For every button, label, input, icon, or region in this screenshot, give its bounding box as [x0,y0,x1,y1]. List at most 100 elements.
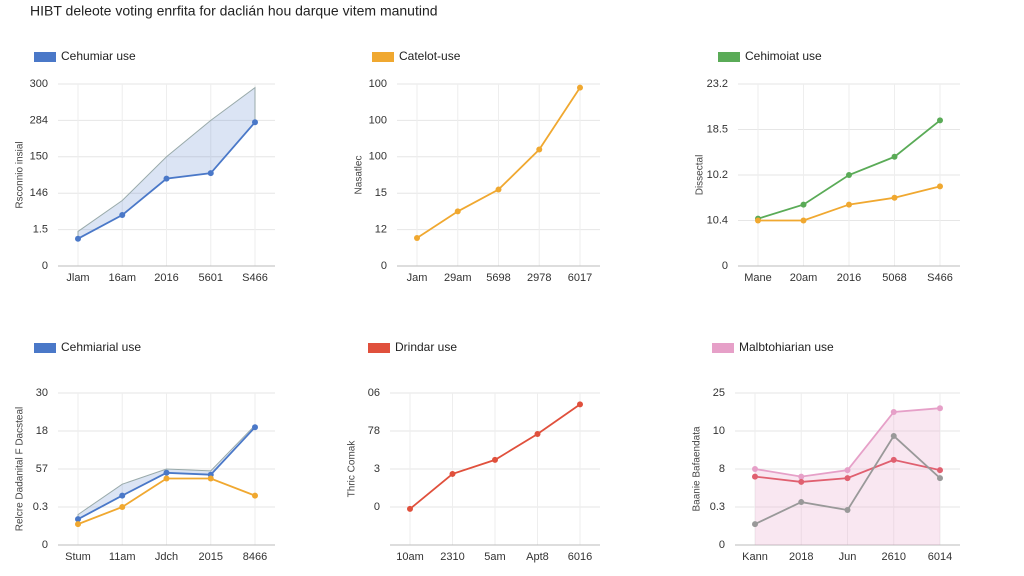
point [75,516,81,523]
point [800,201,807,208]
x-tick-label: 5am [484,551,505,563]
x-tick-label: 2310 [440,551,464,563]
y-tick-label: 0.3 [710,501,725,513]
point [755,217,761,224]
point [844,475,851,482]
point [252,424,258,431]
point [752,466,758,472]
y-tick-label: 100 [369,114,387,126]
x-tick-label: Stum [65,551,91,563]
x-tick-label: 11am [109,551,136,563]
point [800,217,807,224]
y-axis-label: Rsconnio insial [15,141,26,208]
x-tick-label: 20am [790,272,818,284]
point [844,507,851,514]
x-tick-label: Jdch [155,551,178,563]
y-tick-label: 146 [30,187,48,199]
x-tick-label: 2016 [154,272,178,284]
point [937,475,943,482]
legend-swatch [34,52,56,62]
point [577,401,583,408]
x-tick-label: 5601 [199,272,223,284]
point [119,492,126,499]
point [449,470,456,477]
point [75,235,81,242]
x-tick-label: 2018 [789,551,813,563]
point [252,492,258,499]
point [798,478,805,485]
y-tick-label: 30 [36,387,48,399]
point [798,473,805,480]
x-tick-label: Jam [407,272,428,284]
x-tick-label: 5698 [486,272,510,284]
point [752,521,758,528]
y-tick-label: 300 [30,78,48,90]
point [414,234,420,241]
y-tick-label: 25 [713,387,725,399]
y-tick-label: 8 [719,463,725,475]
x-tick-label: 2016 [837,272,861,284]
point [937,405,943,412]
y-tick-label: 3 [374,463,380,475]
point [937,183,943,190]
x-tick-label: 2015 [199,551,223,563]
point [890,409,897,415]
legend-swatch [718,52,740,62]
y-tick-label: 10.2 [707,169,728,181]
y-axis-label: Relcre Dadanital F Dacsteal [15,407,26,532]
y-tick-label: 0 [719,539,725,551]
x-tick-label: Mane [744,272,772,284]
point [846,172,852,178]
y-tick-label: 15 [375,187,387,199]
x-tick-label: 16am [108,272,136,284]
point [75,521,81,528]
y-tick-label: 284 [30,114,48,126]
point [844,467,851,474]
x-tick-label: S466 [242,272,268,284]
point [495,186,502,193]
x-tick-label: 6016 [568,551,592,563]
point [846,201,852,208]
point [798,499,805,506]
point [891,153,898,160]
legend-label: Cehimoiat use [745,49,822,63]
point [207,475,214,482]
legend-swatch [372,52,394,62]
point [577,84,583,91]
legend-swatch [712,343,734,353]
point [937,467,943,474]
point [891,194,898,201]
y-axis-label: Dissectal [695,155,706,196]
x-tick-label: 29am [444,272,472,284]
y-axis-label: Nasatlec [354,156,365,195]
legend-label: Cehumiar use [61,49,136,63]
y-tick-label: 0 [42,260,48,272]
point [407,505,413,512]
point [752,473,758,480]
point [163,469,170,476]
y-tick-label: 18.5 [707,123,728,135]
y-tick-label: 1.5 [33,224,48,236]
y-tick-label: 0 [381,260,387,272]
point [890,432,897,439]
point [207,170,214,177]
point [119,212,126,219]
x-tick-label: S466 [927,272,953,284]
y-tick-label: 06 [368,387,380,399]
x-tick-label: 5068 [882,272,906,284]
legend-swatch [368,343,390,353]
point [536,146,543,153]
legend-label: Catelot-use [399,49,461,63]
y-tick-label: 150 [30,151,48,163]
x-tick-label: Kann [742,551,768,563]
point [890,456,897,463]
y-tick-label: 18 [36,425,48,437]
x-tick-label: 8466 [243,551,267,563]
y-tick-label: 0 [42,539,48,551]
page-title: HIBT deleote voting enrfita for daclián … [30,3,438,19]
y-tick-label: 10.4 [707,214,728,226]
point [163,175,170,182]
y-axis-label: Baanie Bafaendata [692,426,703,512]
point [534,431,541,438]
legend-swatch [34,343,56,353]
